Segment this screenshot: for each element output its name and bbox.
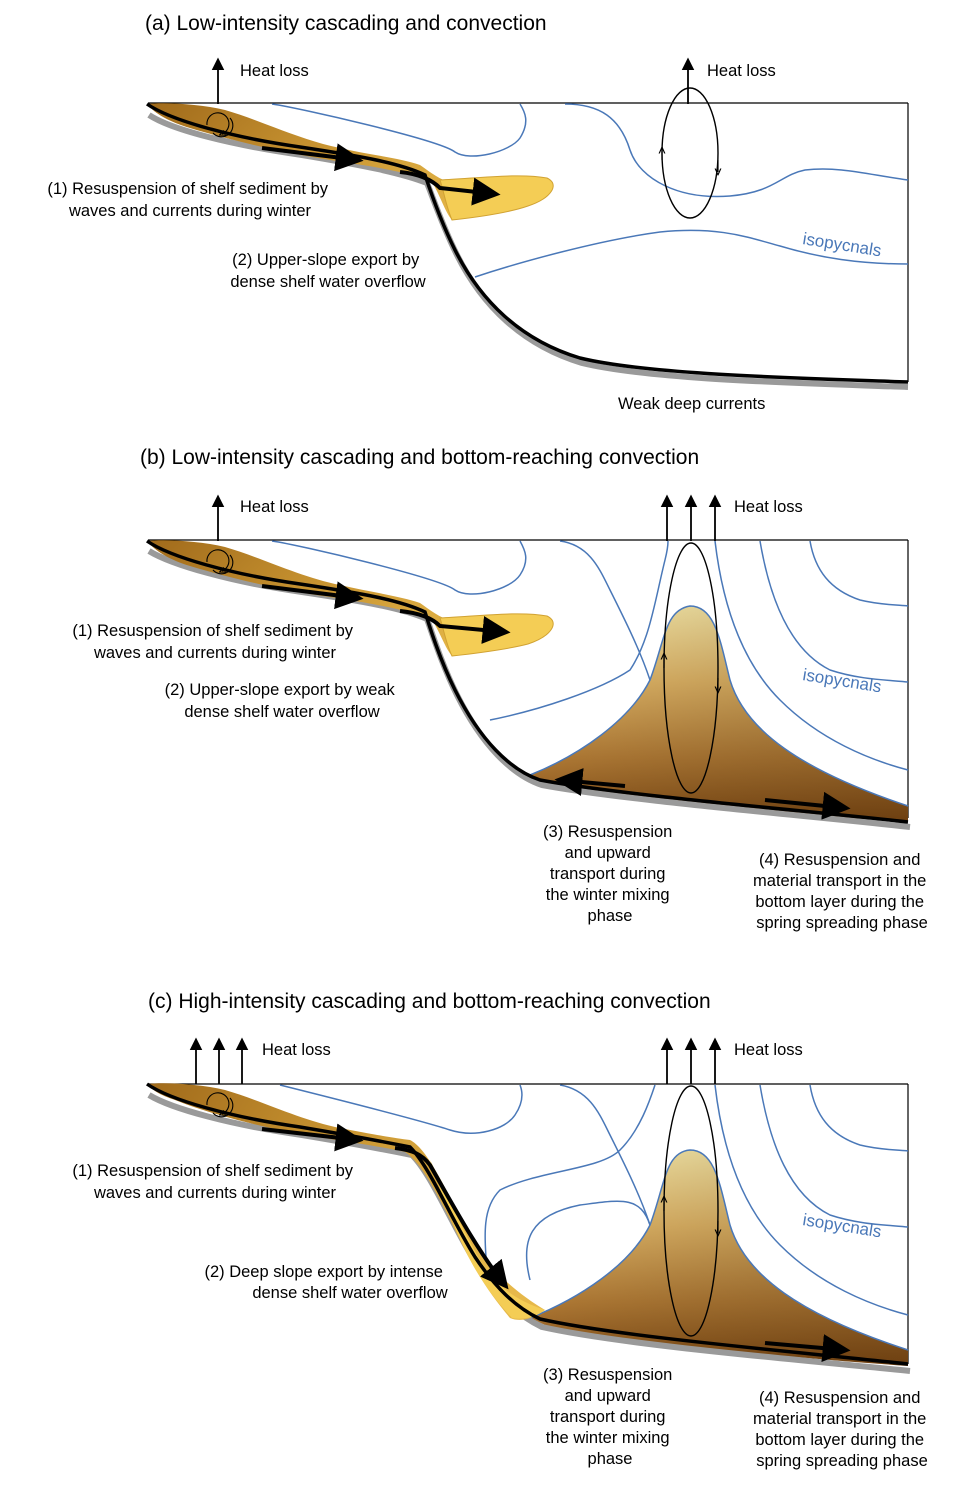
isopycnal-lines	[271, 103, 909, 278]
heat-loss-right-label: Heat loss	[707, 62, 776, 80]
label-1: (1) Resuspension of shelf sediment by wa…	[47, 180, 332, 220]
shelf-transport-arrow	[261, 143, 364, 172]
seafloor	[146, 539, 909, 824]
heat-loss-right-label: Heat loss	[734, 1041, 803, 1059]
shelf-transport-arrow	[261, 581, 364, 610]
bottom-transport-right-arrow	[764, 791, 851, 820]
label-1: (1) Resuspension of shelf sediment by wa…	[72, 622, 357, 662]
isopycnals-label: isopycnals	[801, 1210, 882, 1241]
panel-b-title: (b) Low-intensity cascading and bottom-r…	[140, 446, 699, 469]
isopycnals-label: isopycnals	[801, 665, 882, 696]
plume	[439, 175, 554, 221]
heat-loss-right-label: Heat loss	[734, 498, 803, 516]
seafloor	[146, 102, 909, 384]
resuspension-eddy-icon	[206, 112, 234, 138]
label-3: (3) Resuspension and upward transport du…	[543, 1366, 677, 1468]
bottom-transport-left-arrow	[554, 768, 626, 796]
label-3: (3) Resuspension and upward transport du…	[543, 823, 677, 925]
label-2: (2) Deep slope export by intense dense s…	[204, 1263, 447, 1302]
isopycnal-lines	[279, 1084, 909, 1351]
panel-a-title: (a) Low-intensity cascading and convecti…	[145, 12, 547, 35]
nepheloid-shading	[530, 606, 908, 822]
panel-c-title: (c) High-intensity cascading and bottom-…	[148, 990, 711, 1013]
heat-loss-left-label: Heat loss	[240, 498, 309, 516]
slope-export-arrow	[394, 1146, 509, 1290]
label-2: (2) Upper-slope export by weak dense she…	[165, 681, 400, 721]
label-4: (4) Resuspension and material transport …	[753, 851, 931, 932]
panel-b: (b) Low-intensity cascading and bottom-r…	[72, 446, 931, 932]
convection-cell	[661, 87, 719, 219]
label-2: (2) Upper-slope export by dense shelf wa…	[230, 251, 425, 291]
plume	[439, 613, 554, 657]
heat-loss-left-label: Heat loss	[240, 62, 309, 80]
shelf-transport-arrow	[261, 1123, 364, 1152]
resuspension-eddy-icon	[206, 1092, 234, 1118]
bottom-transport-right-arrow	[764, 1334, 851, 1362]
isopycnals-label: isopycnals	[801, 229, 882, 260]
panel-c: (c) High-intensity cascading and bottom-…	[72, 990, 931, 1470]
panel-a: (a) Low-intensity cascading and convecti…	[47, 12, 909, 413]
label-1: (1) Resuspension of shelf sediment by wa…	[72, 1162, 357, 1202]
seafloor	[146, 1082, 909, 1366]
slope-export-arrow	[399, 170, 501, 206]
heat-loss-left-label: Heat loss	[262, 1041, 331, 1059]
isopycnal-lines	[271, 540, 909, 807]
label-4: (4) Resuspension and material transport …	[753, 1389, 931, 1470]
resuspension-eddy-icon	[206, 549, 234, 575]
label-deep-currents: Weak deep currents	[618, 395, 765, 413]
slope-export-arrow	[399, 609, 511, 644]
